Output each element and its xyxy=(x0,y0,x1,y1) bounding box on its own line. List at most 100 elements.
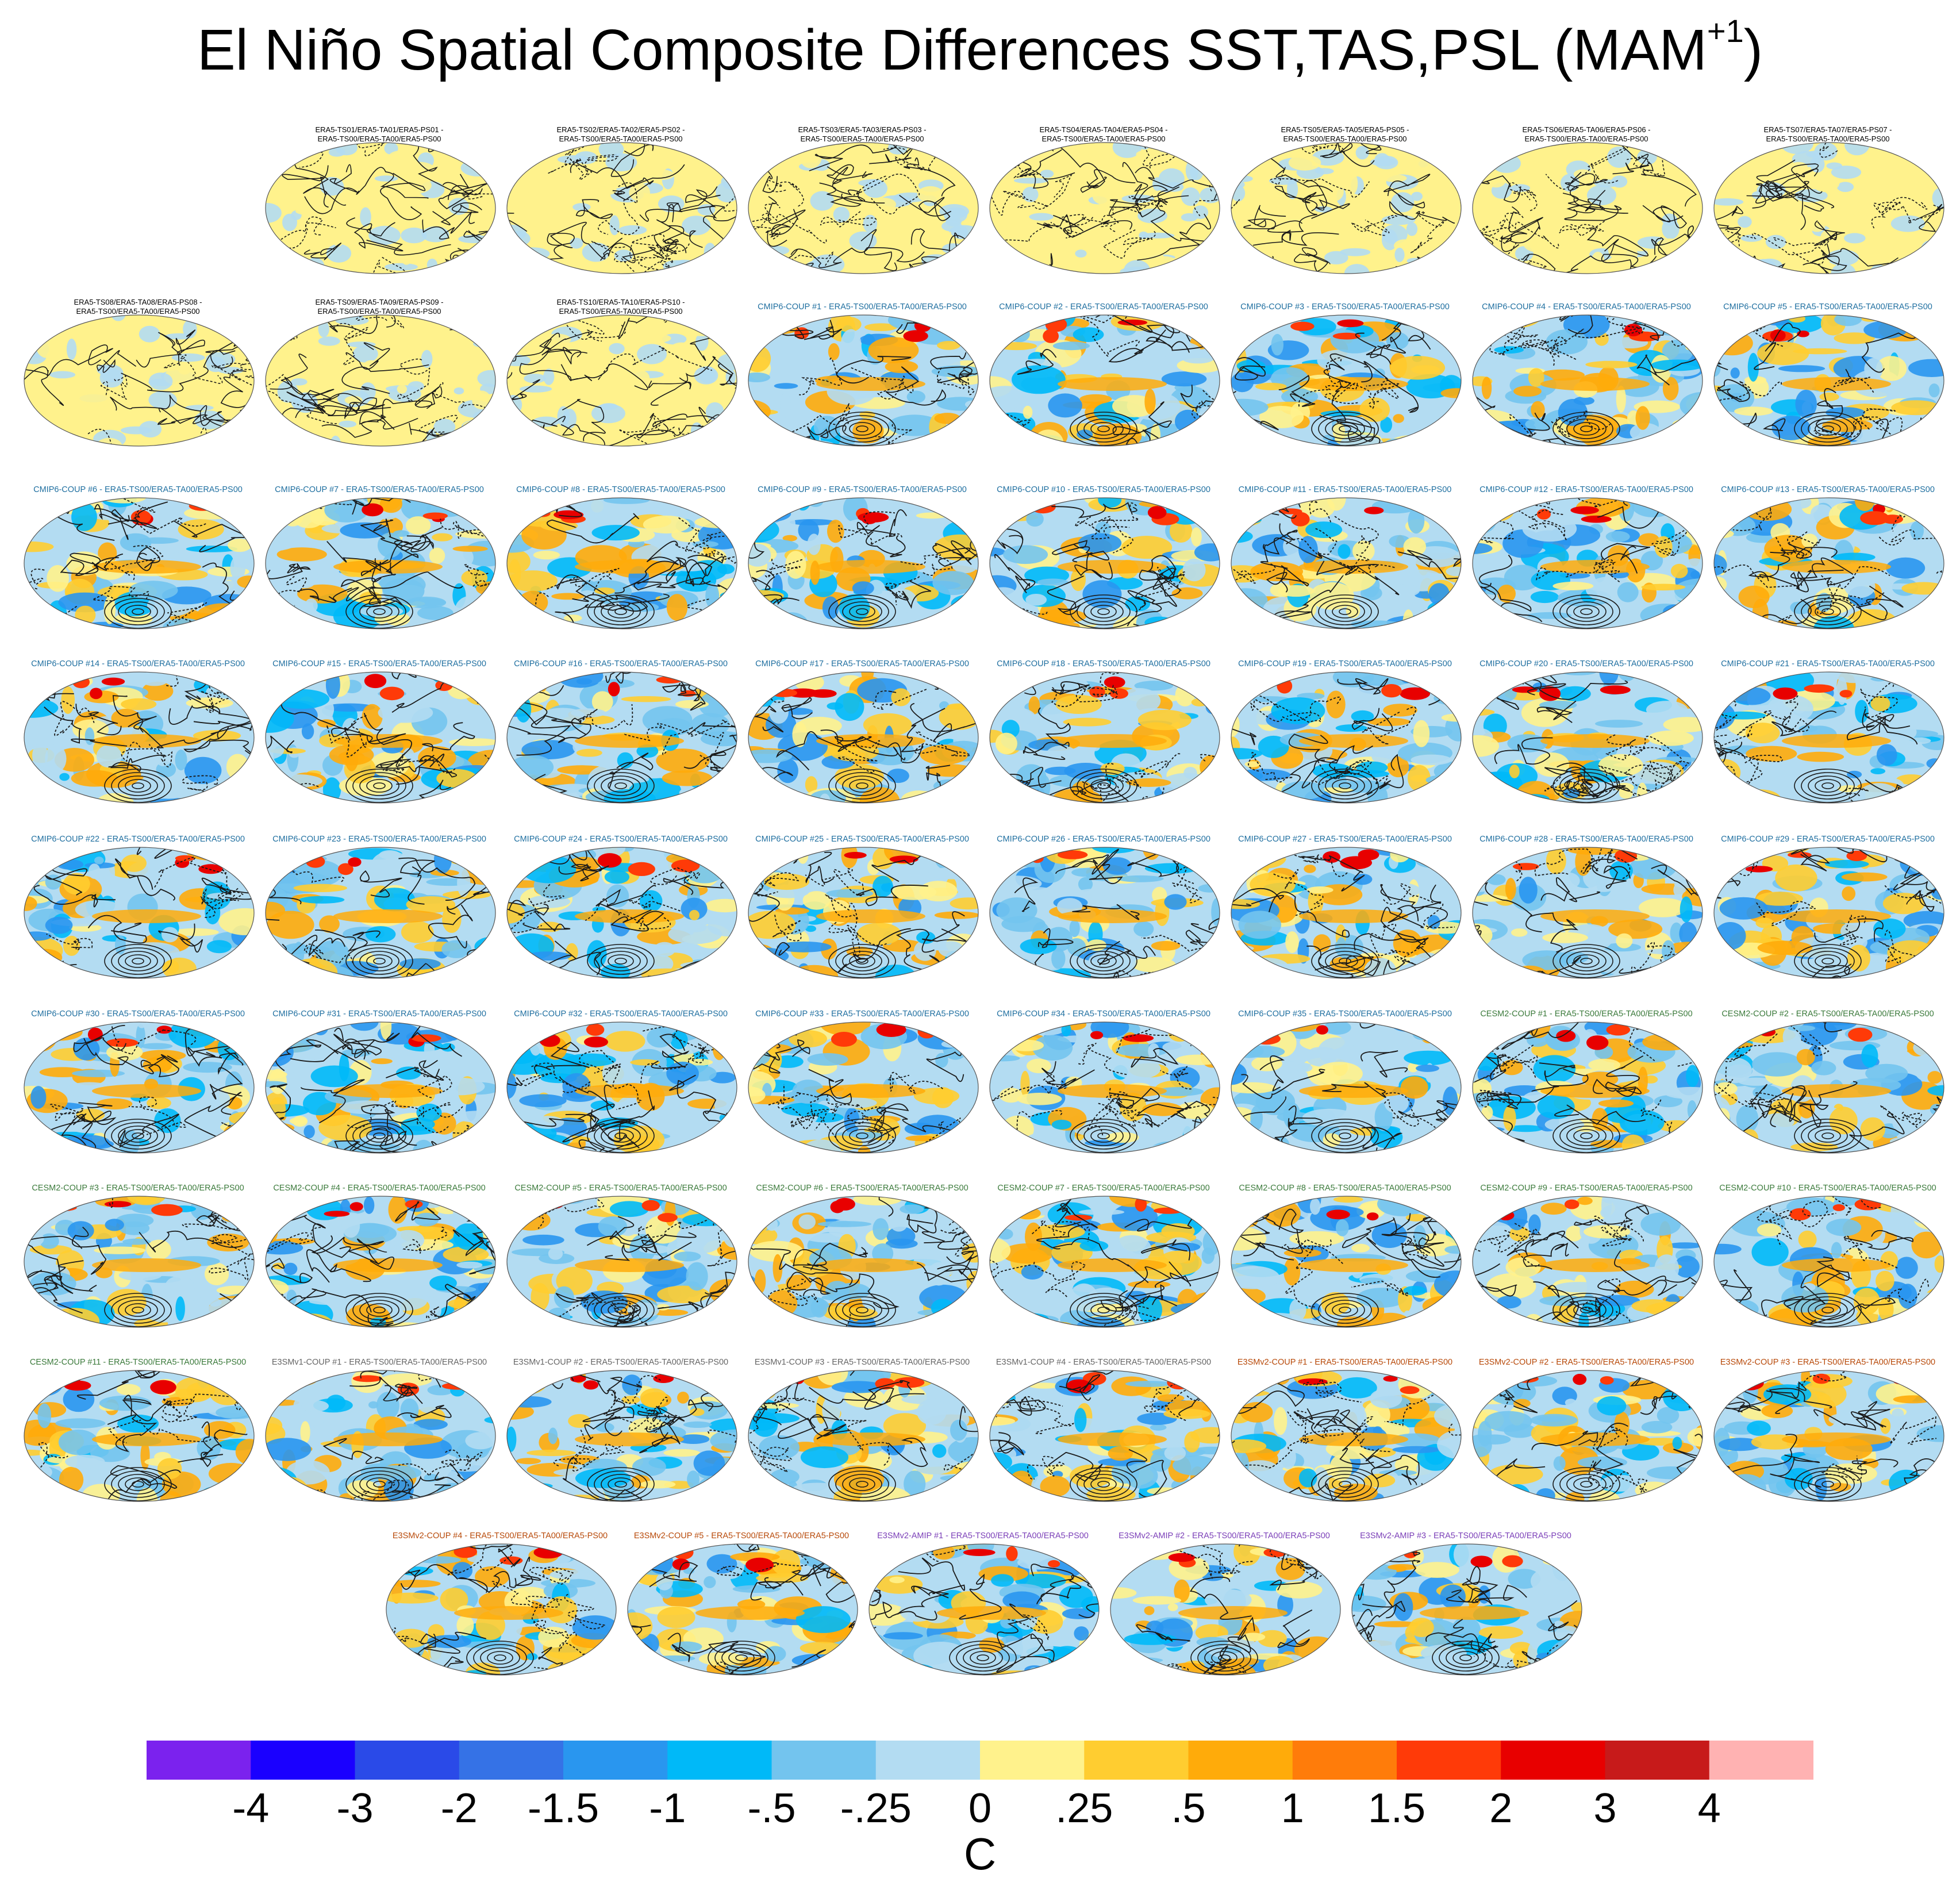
colorbar-swatch xyxy=(1188,1741,1293,1780)
panel-label: CESM2-COUP #4 - ERA5-TS00/ERA5-TA00/ERA5… xyxy=(247,1184,512,1193)
panel-label-line: E3SMv2-COUP #3 - ERA5-TS00/ERA5-TA00/ERA… xyxy=(1720,1358,1936,1367)
robinson-map xyxy=(1713,1021,1944,1154)
panel-label-line: CMIP6-COUP #2 - ERA5-TS00/ERA5-TA00/ERA5… xyxy=(999,302,1208,312)
panel-label: CMIP6-COUP #6 - ERA5-TS00/ERA5-TA00/ERA5… xyxy=(6,485,270,494)
map-panel: ERA5-TS05/ERA5-TA05/ERA5-PS05 - ERA5-TS00… xyxy=(1224,122,1466,283)
map-panel: CMIP6-COUP #6 - ERA5-TS00/ERA5-TA00/ERA5… xyxy=(17,477,259,638)
panel-label: CMIP6-COUP #34 - ERA5-TS00/ERA5-TA00/ERA… xyxy=(971,1009,1236,1019)
panel-label-line: CMIP6-COUP #10 - ERA5-TS00/ERA5-TA00/ERA… xyxy=(997,485,1210,494)
panel-label-line: ERA5-TS00/ERA5-TA00/ERA5-PS00 xyxy=(559,135,683,143)
colorbar-tick-label: 4 xyxy=(1697,1785,1721,1831)
robinson-map xyxy=(265,847,496,979)
robinson-map xyxy=(506,1196,737,1328)
colorbar-tick-label: 0 xyxy=(968,1785,992,1831)
map-panel: CESM2-COUP #1 - ERA5-TS00/ERA5-TA00/ERA5… xyxy=(1466,1001,1707,1162)
robinson-map xyxy=(1231,497,1462,629)
panel-label-line: E3SMv2-AMIP #1 - ERA5-TS00/ERA5-TA00/ERA… xyxy=(877,1531,1089,1541)
robinson-map xyxy=(506,497,737,629)
panel-label: ERA5-TS03/ERA5-TA03/ERA5-PS03 - ERA5-TS00… xyxy=(730,125,994,144)
panel-label-line: CMIP6-COUP #30 - ERA5-TS00/ERA5-TA00/ERA… xyxy=(31,1009,245,1019)
panel-label: ERA5-TS05/ERA5-TA05/ERA5-PS05 - ERA5-TS00… xyxy=(1213,125,1477,144)
robinson-map xyxy=(24,847,255,979)
panel-label-line: CMIP6-COUP #21 - ERA5-TS00/ERA5-TA00/ERA… xyxy=(1721,659,1935,669)
colorbar-swatch xyxy=(1501,1741,1605,1780)
panel-label: ERA5-TS04/ERA5-TA04/ERA5-PS04 - ERA5-TS00… xyxy=(971,125,1236,144)
panel-label: CMIP6-COUP #2 - ERA5-TS00/ERA5-TA00/ERA5… xyxy=(971,302,1236,312)
robinson-map xyxy=(989,314,1220,447)
robinson-map xyxy=(386,1543,617,1676)
panel-label: CESM2-COUP #5 - ERA5-TS00/ERA5-TA00/ERA5… xyxy=(489,1184,753,1193)
robinson-map xyxy=(265,142,496,274)
map-panel: CMIP6-COUP #23 - ERA5-TS00/ERA5-TA00/ERA… xyxy=(259,827,500,988)
panel-label-line: E3SMv2-COUP #1 - ERA5-TS00/ERA5-TA00/ERA… xyxy=(1237,1358,1453,1367)
panel-label: CMIP6-COUP #30 - ERA5-TS00/ERA5-TA00/ERA… xyxy=(6,1009,270,1019)
colorbar-units: C xyxy=(963,1829,997,1879)
map-panel: CMIP6-COUP #9 - ERA5-TS00/ERA5-TA00/ERA5… xyxy=(741,477,983,638)
panel-label-line: CMIP6-COUP #24 - ERA5-TS00/ERA5-TA00/ERA… xyxy=(514,835,728,844)
panel-label: E3SMv2-AMIP #2 - ERA5-TS00/ERA5-TA00/ERA… xyxy=(1092,1531,1356,1541)
panel-label-line: ERA5-TS04/ERA5-TA04/ERA5-PS04 - xyxy=(1039,125,1168,134)
map-panel: CMIP6-COUP #16 - ERA5-TS00/ERA5-TA00/ERA… xyxy=(500,651,741,812)
robinson-map xyxy=(989,847,1220,979)
robinson-map xyxy=(1231,1196,1462,1328)
panel-label-line: E3SMv2-COUP #5 - ERA5-TS00/ERA5-TA00/ERA… xyxy=(633,1531,850,1541)
panel-label-line: CMIP6-COUP #22 - ERA5-TS00/ERA5-TA00/ERA… xyxy=(31,835,245,844)
robinson-map xyxy=(265,1370,496,1502)
robinson-map xyxy=(24,1021,255,1154)
panel-label-line: ERA5-TS05/ERA5-TA05/ERA5-PS05 - xyxy=(1281,125,1409,134)
robinson-map xyxy=(1472,1021,1703,1154)
colorbar-swatch xyxy=(875,1741,981,1780)
robinson-map xyxy=(24,1370,255,1502)
colorbar-swatch xyxy=(1709,1741,1813,1780)
colorbar-swatch xyxy=(355,1741,460,1780)
panel-label-line: CESM2-COUP #9 - ERA5-TS00/ERA5-TA00/ERA5… xyxy=(1480,1184,1693,1193)
panel-label: CESM2-COUP #10 - ERA5-TS00/ERA5-TA00/ERA… xyxy=(1696,1184,1960,1193)
panel-label-line: CMIP6-COUP #8 - ERA5-TS00/ERA5-TA00/ERA5… xyxy=(516,485,725,494)
robinson-map xyxy=(265,497,496,629)
panel-label-line: CMIP6-COUP #16 - ERA5-TS00/ERA5-TA00/ERA… xyxy=(514,659,728,669)
map-panel: CMIP6-COUP #28 - ERA5-TS00/ERA5-TA00/ERA… xyxy=(1466,827,1707,988)
panel-label-line: ERA5-TS00/ERA5-TA00/ERA5-PS00 xyxy=(1524,135,1648,143)
robinson-map xyxy=(24,314,255,447)
robinson-map xyxy=(1713,314,1944,447)
panel-label-line: E3SMv1-COUP #1 - ERA5-TS00/ERA5-TA00/ERA… xyxy=(271,1358,487,1367)
robinson-map xyxy=(748,847,979,979)
colorbar-tick-label: 1.5 xyxy=(1367,1785,1426,1831)
panel-label-line: ERA5-TS00/ERA5-TA00/ERA5-PS00 xyxy=(76,307,200,316)
map-panel: ERA5-TS07/ERA5-TA07/ERA5-PS07 - ERA5-TS00… xyxy=(1707,122,1949,283)
panel-label-line: CMIP6-COUP #1 - ERA5-TS00/ERA5-TA00/ERA5… xyxy=(758,302,967,312)
map-panel: CMIP6-COUP #13 - ERA5-TS00/ERA5-TA00/ERA… xyxy=(1707,477,1949,638)
panel-label-line: ERA5-TS00/ERA5-TA00/ERA5-PS00 xyxy=(1283,135,1407,143)
colorbar xyxy=(147,1741,1813,1780)
panel-label: ERA5-TS07/ERA5-TA07/ERA5-PS07 - ERA5-TS00… xyxy=(1696,125,1960,144)
robinson-map xyxy=(1472,671,1703,804)
panel-label: ERA5-TS01/ERA5-TA01/ERA5-PS01 - ERA5-TS00… xyxy=(247,125,512,144)
chart-title: El Niño Spatial Composite Differences SS… xyxy=(197,12,1763,82)
robinson-map xyxy=(748,1370,979,1502)
colorbar-swatch xyxy=(1605,1741,1710,1780)
panel-label-line: CMIP6-COUP #19 - ERA5-TS00/ERA5-TA00/ERA… xyxy=(1238,659,1452,669)
robinson-map xyxy=(1713,1196,1944,1328)
panel-label-line: CMIP6-COUP #23 - ERA5-TS00/ERA5-TA00/ERA… xyxy=(272,835,486,844)
map-panel: CMIP6-COUP #30 - ERA5-TS00/ERA5-TA00/ERA… xyxy=(17,1001,259,1162)
robinson-map xyxy=(24,1196,255,1328)
panel-label-line: CMIP6-COUP #14 - ERA5-TS00/ERA5-TA00/ERA… xyxy=(31,659,245,669)
panel-label: CMIP6-COUP #26 - ERA5-TS00/ERA5-TA00/ERA… xyxy=(971,835,1236,844)
panel-label-line: ERA5-TS07/ERA5-TA07/ERA5-PS07 - xyxy=(1763,125,1892,134)
colorbar-swatch xyxy=(1397,1741,1501,1780)
map-panel: CMIP6-COUP #2 - ERA5-TS00/ERA5-TA00/ERA5… xyxy=(983,294,1224,455)
robinson-map xyxy=(1713,1370,1944,1502)
robinson-map xyxy=(748,142,979,274)
map-panel: CMIP6-COUP #32 - ERA5-TS00/ERA5-TA00/ERA… xyxy=(500,1001,741,1162)
panel-label-line: CMIP6-COUP #28 - ERA5-TS00/ERA5-TA00/ERA… xyxy=(1479,835,1693,844)
panel-label: CMIP6-COUP #10 - ERA5-TS00/ERA5-TA00/ERA… xyxy=(971,485,1236,494)
panel-label: CMIP6-COUP #11 - ERA5-TS00/ERA5-TA00/ERA… xyxy=(1213,485,1477,494)
panel-label-line: CESM2-COUP #11 - ERA5-TS00/ERA5-TA00/ERA… xyxy=(29,1358,247,1367)
panel-label: CMIP6-COUP #33 - ERA5-TS00/ERA5-TA00/ERA… xyxy=(730,1009,994,1019)
colorbar-tick-label: -1 xyxy=(649,1785,686,1831)
map-panel: E3SMv2-COUP #1 - ERA5-TS00/ERA5-TA00/ERA… xyxy=(1224,1350,1466,1511)
robinson-map xyxy=(1231,847,1462,979)
panel-label: CMIP6-COUP #28 - ERA5-TS00/ERA5-TA00/ERA… xyxy=(1454,835,1719,844)
panel-label-line: ERA5-TS02/ERA5-TA02/ERA5-PS02 - xyxy=(556,125,685,134)
robinson-map xyxy=(627,1543,858,1676)
